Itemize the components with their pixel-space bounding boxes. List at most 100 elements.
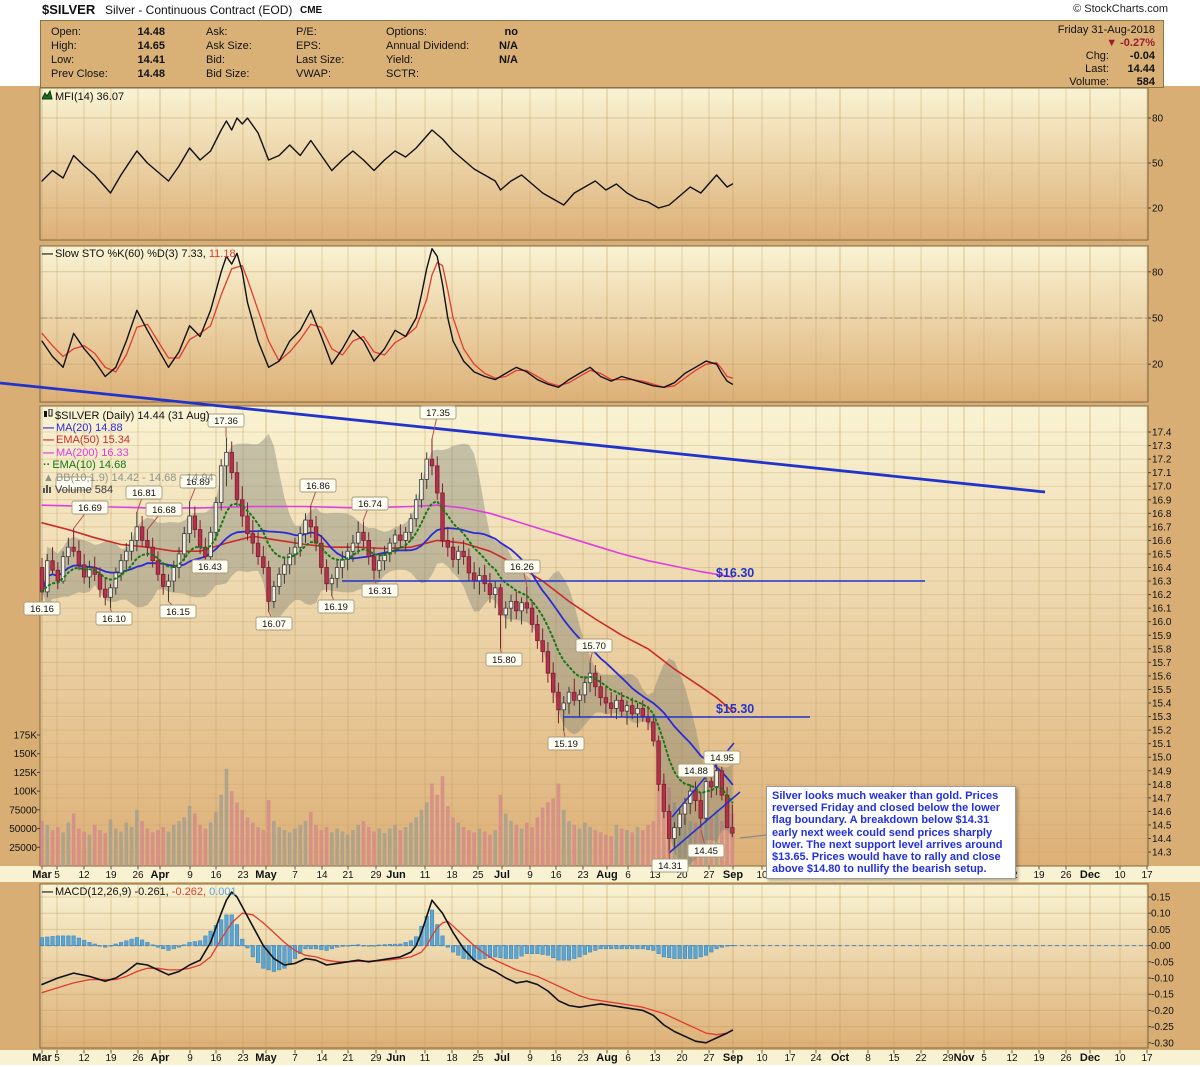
- svg-text:18: 18: [446, 870, 458, 881]
- stockcharts-credit-link[interactable]: © StockCharts.com: [1073, 3, 1168, 15]
- svg-text:16: 16: [210, 870, 222, 881]
- ma20-label: MA(20) 14.88: [56, 421, 123, 434]
- line-swatch-icon: —: [43, 421, 54, 434]
- ema10-label: EMA(10) 14.68: [52, 459, 127, 471]
- svg-text:19: 19: [105, 870, 117, 881]
- svg-text:Dec: Dec: [1080, 1052, 1100, 1064]
- svg-text:Dec: Dec: [1080, 869, 1100, 881]
- stochastic-lines: [40, 248, 1148, 388]
- svg-text:16.1: 16.1: [1152, 604, 1172, 615]
- svg-text:50000: 50000: [9, 824, 37, 835]
- mfi-line: [41, 117, 734, 209]
- svg-text:21: 21: [342, 1053, 354, 1064]
- svg-text:50: 50: [1152, 159, 1164, 170]
- svg-text:11: 11: [420, 870, 431, 881]
- macd-hist-value: 0.001: [209, 886, 237, 898]
- svg-text:15.5: 15.5: [1152, 685, 1172, 696]
- svg-text:10: 10: [1114, 870, 1126, 881]
- svg-text:15.9: 15.9: [1152, 631, 1172, 642]
- svg-text:125K: 125K: [14, 768, 38, 779]
- svg-text:-0.20: -0.20: [1151, 1006, 1174, 1017]
- svg-text:Apr: Apr: [151, 869, 171, 881]
- svg-text:14.6: 14.6: [1152, 807, 1172, 818]
- svg-text:14.7: 14.7: [1152, 793, 1172, 804]
- svg-text:14: 14: [316, 1053, 328, 1064]
- svg-text:6: 6: [625, 1053, 631, 1064]
- quote-label: VWAP:: [296, 68, 332, 80]
- svg-text:Aug: Aug: [596, 1052, 617, 1064]
- svg-text:14.95: 14.95: [710, 753, 734, 764]
- svg-text:23: 23: [577, 1053, 589, 1064]
- svg-text:26: 26: [132, 870, 144, 881]
- svg-text:15.19: 15.19: [554, 739, 578, 750]
- svg-text:Sep: Sep: [723, 1052, 743, 1064]
- macd-label: MACD(12,26,9): [55, 886, 132, 898]
- quote-label: Ask:: [206, 26, 228, 38]
- quote-value: N/A: [499, 40, 518, 52]
- quote-label: Yield:: [386, 54, 414, 66]
- macd-line-value: -0.261,: [134, 886, 169, 898]
- line-swatch-icon: —: [42, 886, 53, 898]
- quote-summary: Friday 31-Aug-2018 ▼ -0.27% Chg: -0.04 Last:…: [1058, 24, 1155, 89]
- svg-text:May: May: [255, 1052, 277, 1064]
- exchange-label: CME: [300, 5, 323, 16]
- svg-text:25: 25: [472, 1053, 484, 1064]
- quote-label: Chg:: [1085, 50, 1109, 62]
- svg-text:24: 24: [810, 1053, 822, 1064]
- svg-text:80: 80: [1152, 267, 1164, 278]
- sto-k-value: 7.33,: [181, 248, 206, 260]
- svg-text:-0.30: -0.30: [1151, 1038, 1174, 1049]
- svg-text:17.0: 17.0: [1152, 482, 1172, 493]
- svg-text:20: 20: [676, 870, 688, 881]
- svg-text:16.3: 16.3: [1152, 577, 1172, 588]
- svg-text:15: 15: [888, 1053, 900, 1064]
- svg-text:15.6: 15.6: [1152, 671, 1172, 682]
- svg-text:100K: 100K: [14, 787, 38, 798]
- macd-legend: — MACD(12,26,9) -0.261, -0.262, 0.001: [42, 886, 237, 899]
- svg-text:15.80: 15.80: [492, 655, 516, 666]
- quote-label: SCTR:: [386, 68, 419, 80]
- svg-text:$15.30: $15.30: [716, 702, 754, 716]
- quote-value: no: [504, 26, 518, 38]
- svg-text:16.89: 16.89: [186, 477, 210, 488]
- bollinger-band: [42, 433, 733, 867]
- quote-value: 14.65: [137, 40, 165, 52]
- svg-text:17.3: 17.3: [1152, 441, 1172, 452]
- quote-value: 14.48: [137, 26, 165, 38]
- svg-text:26: 26: [132, 1053, 144, 1064]
- svg-text:Nov: Nov: [954, 1052, 976, 1064]
- svg-text:Oct: Oct: [831, 1052, 850, 1064]
- svg-text:150K: 150K: [14, 749, 38, 760]
- bb-label: BB(10,1.9) 14.42 - 14.68 - 14.94: [55, 471, 214, 484]
- svg-text:12: 12: [78, 1053, 90, 1064]
- quote-label: Last:: [1085, 63, 1109, 75]
- svg-text:19: 19: [1033, 1053, 1045, 1064]
- svg-text:5: 5: [981, 1053, 987, 1064]
- dotted-line-icon: ··: [43, 459, 51, 471]
- quote-label: EPS:: [296, 40, 322, 52]
- chart-annotations: $16.30 $15.30: [0, 381, 1046, 854]
- svg-text:9: 9: [527, 1053, 533, 1064]
- volume-bars-icon: [43, 484, 53, 496]
- svg-text:Mar: Mar: [32, 869, 52, 881]
- analyst-note: Silver looks much weaker than gold. Pric…: [766, 786, 1016, 880]
- svg-text:29: 29: [370, 870, 382, 881]
- svg-text:14.3: 14.3: [1152, 848, 1172, 859]
- svg-text:0.10: 0.10: [1151, 909, 1171, 920]
- svg-text:15.4: 15.4: [1152, 699, 1172, 710]
- svg-text:11: 11: [420, 1053, 431, 1064]
- svg-text:16.19: 16.19: [324, 602, 348, 613]
- quote-label: High:: [51, 40, 77, 52]
- svg-text:5: 5: [54, 1053, 60, 1064]
- svg-text:16.68: 16.68: [152, 505, 176, 516]
- svg-text:16.15: 16.15: [166, 607, 190, 618]
- svg-text:16: 16: [210, 1053, 222, 1064]
- svg-text:13: 13: [649, 870, 661, 881]
- main-chart-legend: $SILVER (Daily) 14.44 (31 Aug) — MA(20) 1…: [43, 408, 214, 497]
- svg-text:26: 26: [1060, 870, 1072, 881]
- svg-text:16.26: 16.26: [510, 562, 534, 573]
- quote-label: Low:: [51, 54, 75, 66]
- svg-text:12: 12: [1006, 1053, 1018, 1064]
- quote-panel: Open: 14.48 High: 14.65 Low: 14.41 Prev Close:…: [40, 20, 1164, 88]
